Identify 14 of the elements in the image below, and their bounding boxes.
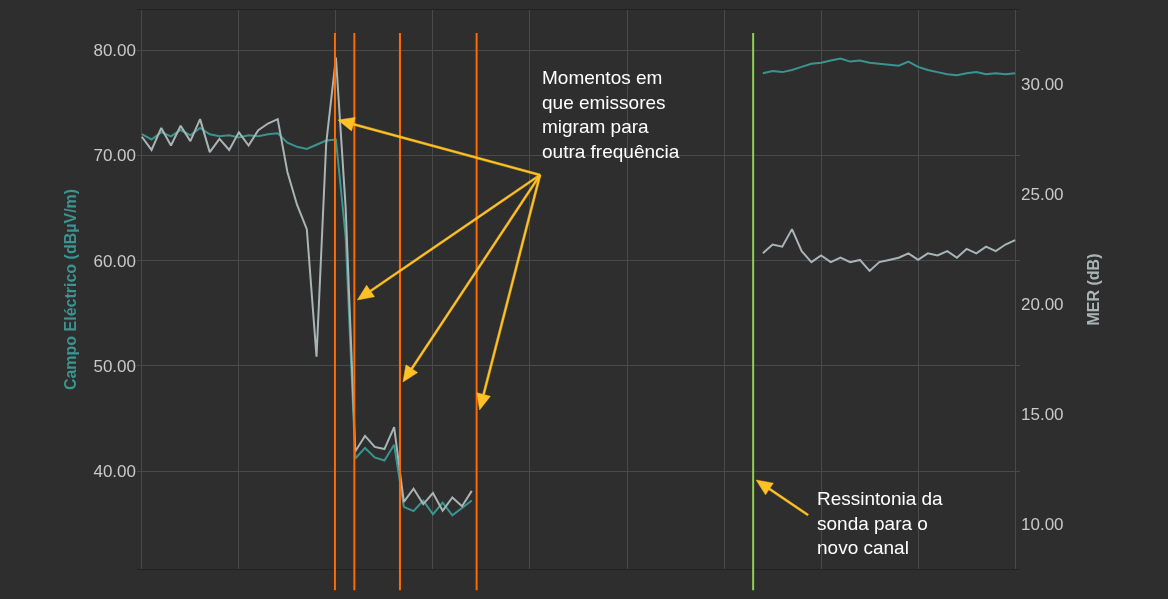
y-tick-label: 50.00 <box>93 356 136 376</box>
annotation: Momentos em que emissores migram para outra frequência <box>542 67 680 163</box>
y-tick-label: 80.00 <box>93 40 136 60</box>
y2-tick-label: 30.00 <box>1021 74 1064 94</box>
y2-tick-label: 20.00 <box>1021 294 1064 314</box>
y2-tick-label: 15.00 <box>1021 404 1064 424</box>
annotation: Ressintonia da sonda para o novo canal <box>817 488 944 559</box>
y2-tick-label: 10.00 <box>1021 514 1064 534</box>
y2-tick-label: 25.00 <box>1021 184 1064 204</box>
y-tick-label: 70.00 <box>93 146 136 166</box>
y2-axis-title: MER (dB) <box>1085 253 1103 326</box>
y-axis-title: Campo Eléctrico (dBµV/m) <box>62 188 80 391</box>
y-tick-label: 60.00 <box>93 251 136 271</box>
y-tick-label: 40.00 <box>93 462 136 482</box>
